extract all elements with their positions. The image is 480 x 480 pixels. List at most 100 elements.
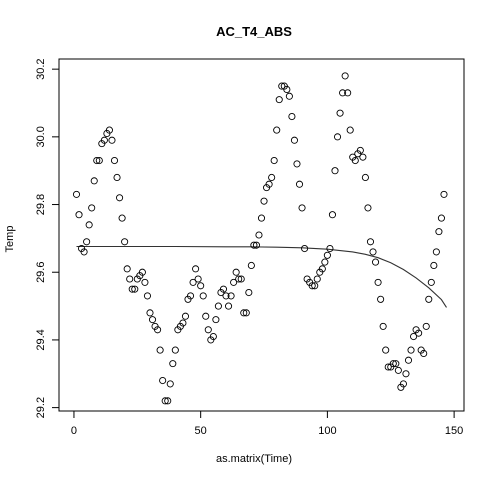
data-point	[118, 214, 126, 222]
data-points-layer	[72, 72, 448, 405]
y-tick-label: 29.8	[35, 194, 47, 215]
data-point	[278, 82, 286, 90]
data-point	[351, 156, 359, 165]
data-point	[344, 89, 352, 97]
y-axis: 29.2 29.4 29.6 29.8 30.0 30.2	[35, 58, 60, 418]
data-point	[356, 146, 364, 154]
data-point	[404, 356, 413, 364]
data-point	[415, 329, 423, 337]
data-point	[83, 238, 91, 246]
data-point	[425, 295, 433, 303]
chart-title: AC_T4_ABS	[216, 24, 292, 39]
data-point	[80, 248, 88, 256]
data-point	[422, 322, 430, 330]
data-point	[323, 251, 331, 259]
data-point	[331, 167, 339, 175]
data-point	[379, 322, 387, 330]
data-point	[204, 326, 212, 334]
y-tick-label: 29.2	[35, 397, 47, 418]
data-point	[361, 173, 369, 182]
data-point	[437, 214, 445, 222]
data-point	[222, 292, 230, 300]
data-point	[275, 96, 283, 104]
data-point	[252, 241, 260, 249]
data-point	[377, 295, 385, 303]
data-point	[171, 346, 179, 354]
data-point	[128, 285, 136, 293]
data-point	[154, 326, 162, 334]
data-point	[224, 302, 233, 310]
data-point	[318, 265, 326, 273]
data-point	[230, 278, 238, 286]
data-point	[369, 248, 377, 256]
data-point	[371, 258, 380, 266]
y-tick-label: 30.2	[35, 58, 47, 79]
data-point	[257, 214, 266, 222]
data-point	[126, 275, 134, 283]
data-point	[121, 238, 129, 246]
data-point	[237, 275, 245, 283]
data-point	[116, 194, 124, 202]
y-tick-label: 29.6	[35, 262, 47, 283]
data-point	[394, 366, 402, 374]
data-point	[359, 153, 367, 161]
data-point	[321, 258, 329, 266]
data-point	[384, 363, 392, 371]
data-point	[181, 312, 190, 320]
data-point	[435, 228, 443, 236]
x-tick-label: 100	[318, 425, 336, 437]
data-point	[339, 89, 347, 97]
data-point	[328, 211, 337, 219]
data-point	[214, 302, 222, 310]
data-point	[212, 316, 220, 324]
x-tick-label: 150	[445, 425, 463, 437]
data-point	[166, 380, 174, 388]
data-point	[240, 309, 248, 317]
y-axis-label: Temp	[4, 226, 16, 253]
data-point	[197, 282, 205, 290]
fitted-curve	[76, 245, 447, 308]
data-point	[72, 190, 81, 198]
data-point	[293, 160, 301, 168]
data-point	[392, 360, 400, 368]
data-point	[123, 265, 131, 273]
data-point	[407, 346, 415, 354]
data-point	[374, 278, 382, 286]
data-point	[90, 177, 98, 185]
data-point	[242, 309, 250, 317]
data-point	[285, 92, 293, 100]
data-point	[326, 244, 334, 253]
data-point	[333, 133, 342, 141]
data-point	[364, 204, 372, 212]
data-point	[290, 136, 299, 144]
data-point	[260, 197, 268, 205]
data-point	[295, 180, 304, 188]
data-point	[105, 126, 113, 134]
data-point	[131, 285, 139, 293]
data-point	[410, 332, 418, 341]
data-point	[141, 278, 149, 286]
data-point	[288, 112, 296, 121]
data-point	[179, 319, 187, 327]
data-point	[186, 292, 195, 300]
data-point	[113, 173, 121, 182]
data-point	[227, 292, 235, 300]
data-point	[298, 204, 306, 212]
data-point	[308, 282, 316, 290]
data-point	[336, 109, 344, 117]
data-point	[427, 278, 435, 286]
data-point	[270, 156, 278, 165]
data-point	[430, 261, 438, 270]
data-point	[95, 156, 103, 165]
x-tick-label: 0	[71, 425, 77, 437]
data-point	[146, 309, 154, 317]
x-axis-label: as.matrix(Time)	[216, 453, 292, 465]
data-point	[85, 221, 93, 229]
data-point	[341, 72, 349, 80]
data-point	[432, 248, 440, 256]
data-point	[161, 397, 169, 405]
data-point	[382, 346, 390, 354]
data-point	[194, 275, 202, 283]
data-point	[148, 316, 157, 324]
